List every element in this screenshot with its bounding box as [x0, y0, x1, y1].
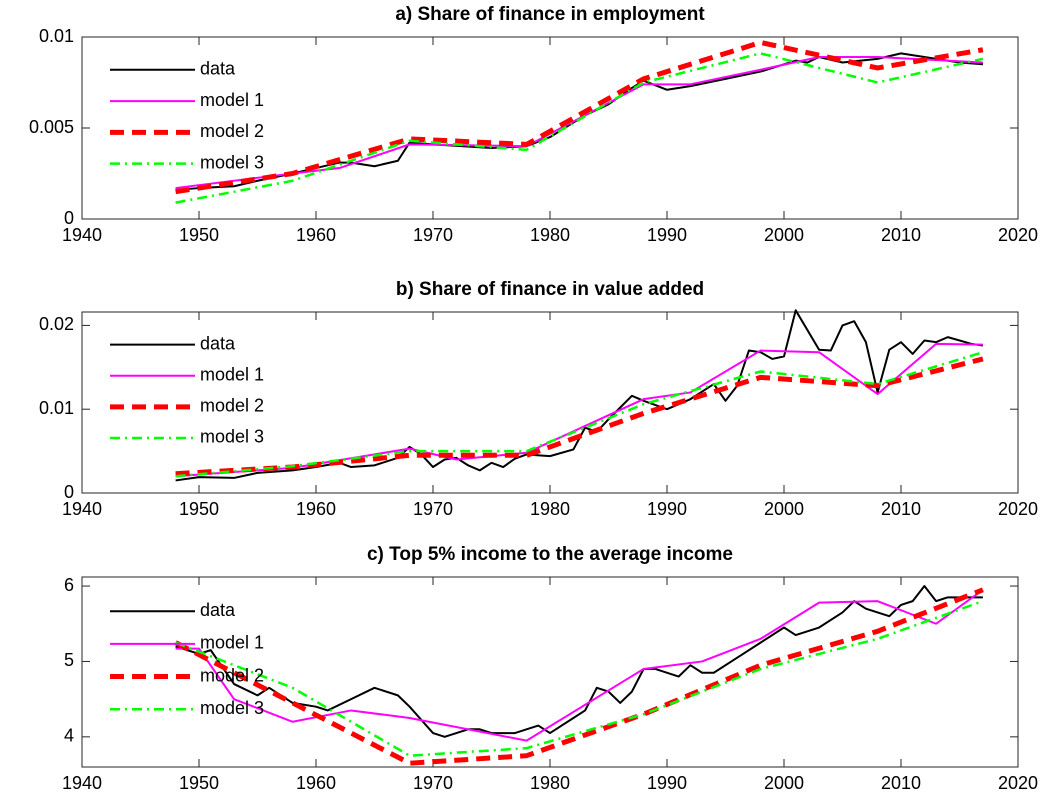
x-tick-label: 2020: [998, 499, 1038, 519]
y-tick-label: 0: [64, 482, 74, 502]
x-tick-label: 1970: [413, 499, 453, 519]
y-tick-label: 0.02: [39, 314, 74, 334]
x-tick-label: 2020: [998, 773, 1038, 793]
x-tick-label: 1940: [62, 499, 102, 519]
legend-label: model 2: [200, 121, 264, 141]
series-line: [175, 356, 984, 477]
x-tick-label: 2000: [764, 773, 804, 793]
x-tick-label: 2000: [764, 225, 804, 245]
x-tick-label: 2020: [998, 225, 1038, 245]
legend-label: model 3: [200, 152, 264, 172]
series-line: [175, 589, 984, 742]
legend-label: model 1: [200, 633, 264, 653]
y-tick-label: 0.01: [39, 26, 74, 46]
legend-label: model 3: [200, 427, 264, 447]
y-tick-label: 4: [64, 726, 74, 746]
y-tick-label: 0: [64, 208, 74, 228]
chart-title: c) Top 5% income to the average income: [367, 544, 733, 565]
x-tick-label: 1970: [413, 225, 453, 245]
legend-label: model 2: [200, 396, 264, 416]
y-tick-label: 6: [64, 575, 74, 595]
legend-label: model 2: [200, 665, 264, 685]
series-line: [175, 351, 984, 478]
series-line: [174, 587, 984, 766]
x-tick-label: 1970: [413, 773, 453, 793]
x-tick-label: 2010: [881, 773, 921, 793]
x-tick-label: 1940: [62, 225, 102, 245]
x-tick-label: 1990: [647, 225, 687, 245]
legend-label: data: [200, 333, 236, 353]
x-tick-label: 2010: [881, 499, 921, 519]
series-line: [175, 309, 984, 482]
series-line: [175, 56, 983, 190]
series-line: [175, 342, 983, 478]
legend-label: data: [200, 59, 236, 79]
x-tick-label: 1990: [647, 773, 687, 793]
x-tick-label: 1960: [296, 499, 336, 519]
x-tick-label: 1990: [647, 499, 687, 519]
series-line: [175, 585, 983, 738]
x-tick-label: 1980: [530, 773, 570, 793]
legend-label: model 1: [200, 364, 264, 384]
x-tick-label: 1950: [179, 499, 219, 519]
x-tick-label: 1940: [62, 773, 102, 793]
x-tick-label: 1950: [179, 773, 219, 793]
x-tick-label: 2010: [881, 225, 921, 245]
series-line: [175, 39, 984, 195]
x-tick-label: 1960: [296, 225, 336, 245]
legend-label: model 3: [200, 698, 264, 718]
x-tick-label: 2000: [764, 499, 804, 519]
legend-label: data: [200, 600, 236, 620]
series-line: [175, 52, 983, 191]
y-tick-label: 0.01: [39, 398, 74, 418]
x-tick-label: 1980: [530, 499, 570, 519]
series-line: [175, 599, 984, 757]
y-tick-label: 5: [64, 650, 74, 670]
chart-title: a) Share of finance in employment: [395, 4, 705, 25]
chart-title: b) Share of finance in value added: [396, 279, 704, 300]
series-line: [175, 52, 984, 204]
x-tick-label: 1960: [296, 773, 336, 793]
x-tick-label: 1950: [179, 225, 219, 245]
y-tick-label: 0.005: [29, 117, 74, 137]
x-tick-label: 1980: [530, 225, 570, 245]
legend-label: model 1: [200, 90, 264, 110]
